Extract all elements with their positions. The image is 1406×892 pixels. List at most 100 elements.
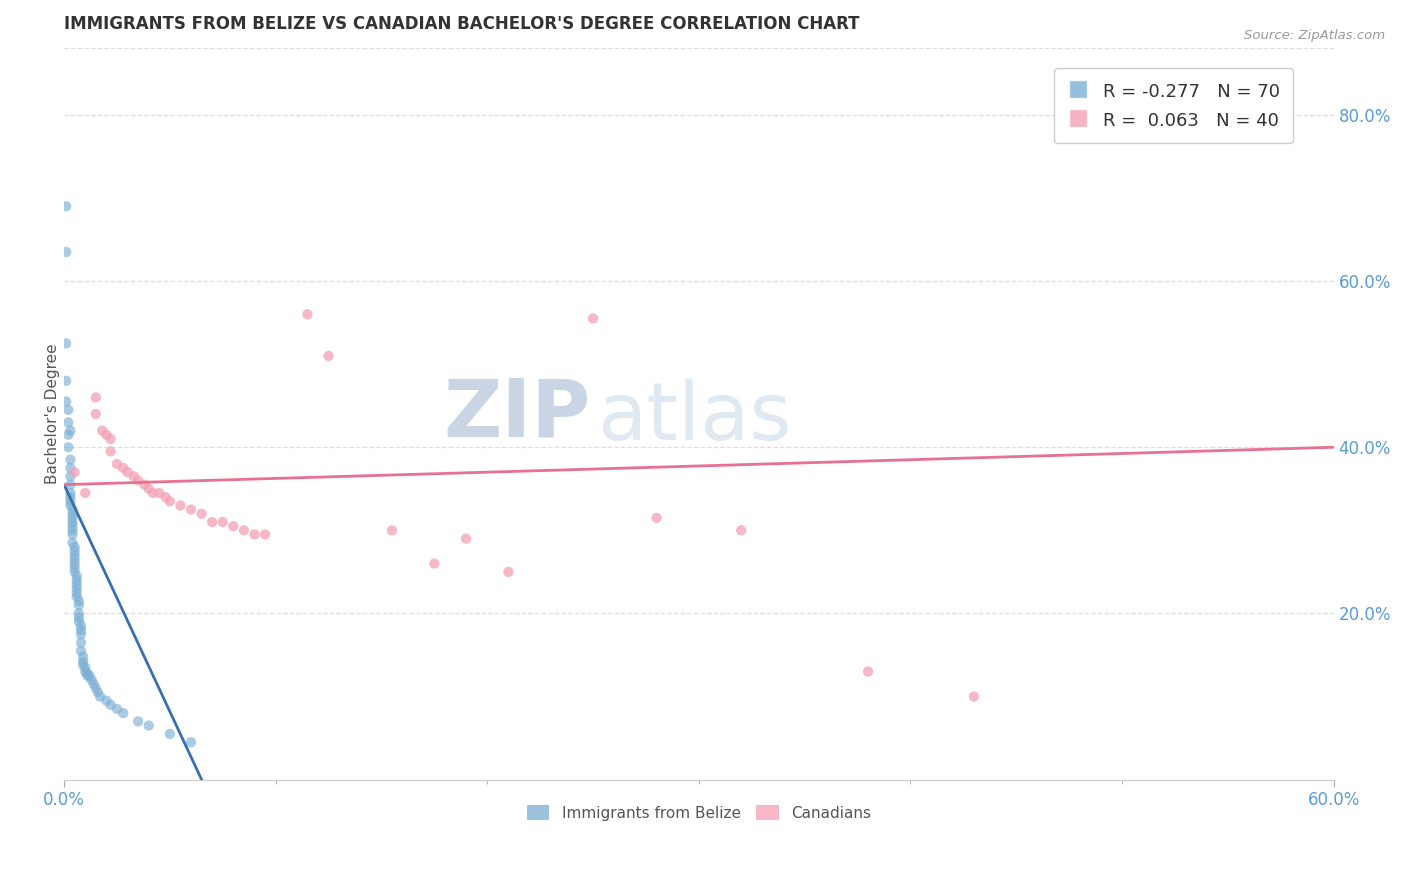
Point: [62, 502, 84, 516]
Point: [180, 735, 202, 749]
Point: [159, 727, 181, 741]
Point: [66, 573, 89, 587]
Point: [59, 490, 82, 504]
Text: ZIP: ZIP: [444, 375, 591, 453]
Point: [59, 469, 82, 483]
Point: [105, 702, 128, 716]
Point: [127, 474, 149, 488]
Point: [67, 615, 90, 629]
Point: [169, 499, 191, 513]
Point: [76, 669, 98, 683]
Point: [59, 461, 82, 475]
Point: [87, 685, 110, 699]
Point: [63, 557, 86, 571]
Point: [59, 494, 82, 508]
Point: [72, 649, 94, 664]
Point: [134, 477, 156, 491]
Point: [100, 444, 122, 458]
Point: [201, 515, 224, 529]
Point: [59, 424, 82, 438]
Point: [423, 557, 446, 571]
Point: [70, 619, 93, 633]
Point: [70, 623, 93, 637]
Point: [75, 660, 97, 674]
Point: [138, 482, 160, 496]
Point: [381, 524, 404, 538]
Point: [62, 536, 84, 550]
Point: [62, 524, 84, 538]
Point: [70, 635, 93, 649]
Point: [62, 515, 84, 529]
Point: [70, 627, 93, 641]
Point: [67, 610, 90, 624]
Point: [63, 544, 86, 558]
Point: [963, 690, 986, 704]
Point: [211, 515, 233, 529]
Point: [100, 432, 122, 446]
Point: [117, 465, 139, 479]
Point: [856, 665, 879, 679]
Point: [63, 565, 86, 579]
Point: [75, 665, 97, 679]
Point: [67, 607, 90, 621]
Point: [75, 486, 97, 500]
Point: [100, 698, 122, 712]
Point: [645, 511, 668, 525]
Point: [67, 594, 90, 608]
Point: [148, 486, 170, 500]
Point: [63, 465, 86, 479]
Point: [55, 374, 77, 388]
Point: [79, 669, 101, 683]
Point: [456, 532, 478, 546]
Text: atlas: atlas: [598, 379, 792, 457]
Point: [498, 565, 520, 579]
Point: [127, 714, 149, 729]
Point: [105, 457, 128, 471]
Y-axis label: Bachelor's Degree: Bachelor's Degree: [45, 343, 60, 484]
Point: [84, 681, 107, 696]
Point: [55, 394, 77, 409]
Text: Source: ZipAtlas.com: Source: ZipAtlas.com: [1244, 29, 1385, 42]
Point: [254, 527, 277, 541]
Point: [66, 585, 89, 599]
Point: [730, 524, 752, 538]
Point: [62, 527, 84, 541]
Point: [222, 519, 245, 533]
Point: [59, 486, 82, 500]
Point: [63, 560, 86, 574]
Point: [66, 577, 89, 591]
Point: [62, 507, 84, 521]
Point: [55, 245, 77, 260]
Point: [582, 311, 605, 326]
Point: [155, 490, 177, 504]
Point: [59, 477, 82, 491]
Point: [66, 590, 89, 604]
Point: [72, 655, 94, 669]
Point: [142, 486, 165, 500]
Point: [59, 499, 82, 513]
Point: [297, 307, 319, 321]
Point: [62, 519, 84, 533]
Point: [62, 511, 84, 525]
Point: [232, 524, 254, 538]
Point: [72, 657, 94, 672]
Point: [58, 402, 80, 417]
Point: [122, 469, 145, 483]
Point: [96, 427, 118, 442]
Point: [138, 718, 160, 732]
Point: [1258, 108, 1281, 122]
Point: [63, 552, 86, 566]
Point: [58, 427, 80, 442]
Text: IMMIGRANTS FROM BELIZE VS CANADIAN BACHELOR'S DEGREE CORRELATION CHART: IMMIGRANTS FROM BELIZE VS CANADIAN BACHE…: [65, 15, 859, 33]
Point: [159, 494, 181, 508]
Point: [63, 540, 86, 554]
Point: [63, 549, 86, 563]
Point: [55, 336, 77, 351]
Point: [112, 461, 135, 475]
Point: [76, 666, 98, 681]
Point: [83, 677, 105, 691]
Point: [55, 199, 77, 213]
Point: [66, 569, 89, 583]
Point: [58, 440, 80, 454]
Point: [190, 507, 212, 521]
